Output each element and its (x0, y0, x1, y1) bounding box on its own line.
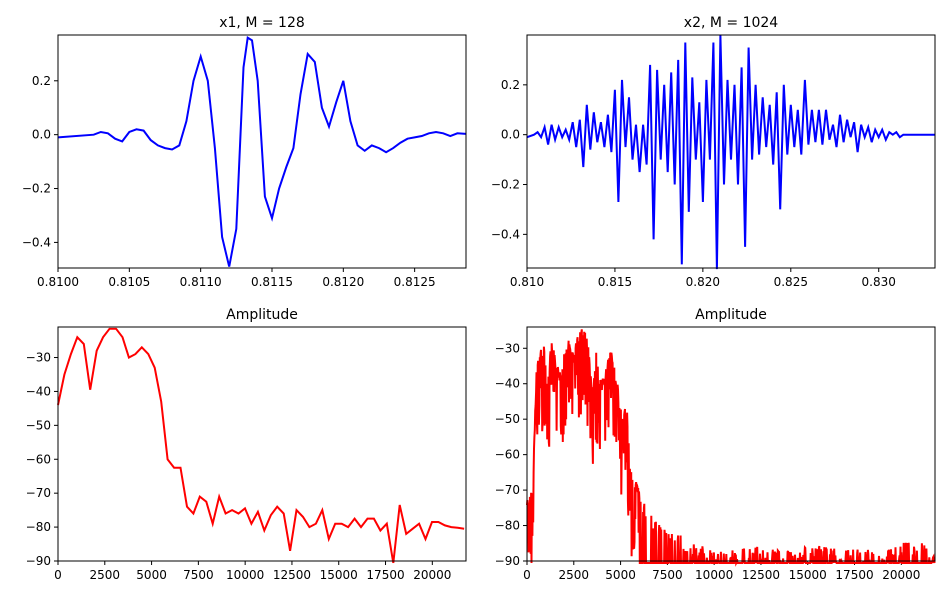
axes-frame-x2 (526, 34, 936, 269)
x-tick-label-x2: 0.830 (862, 275, 896, 289)
x-tick-label-amplitude-1: 17500 (366, 568, 404, 582)
x-tick-label-x1: 0.8105 (108, 275, 150, 289)
ticks-amplitude-1: 0 2500 5000 7500 10000 12500 15000 17500 20000 −3… (26, 351, 452, 582)
x-tick-label-amplitude-2: 12500 (742, 568, 780, 582)
chart-amplitude-2: Amplitude 0 2500 5000 7500 10000 12500 15000 17… (495, 307, 935, 582)
y-tick-label-amplitude-1: −40 (26, 384, 51, 398)
x-tick-label-amplitude-1: 12500 (273, 568, 311, 582)
x-tick-label-amplitude-2: 17500 (835, 568, 873, 582)
y-tick-label-amplitude-1: −60 (26, 452, 51, 466)
x-tick-label-amplitude-1: 2500 (90, 568, 121, 582)
x-tick-label-amplitude-1: 15000 (320, 568, 358, 582)
chart-x2: x2, M = 1024 0.810 0.815 0.820 0.825 0.8300.… (491, 15, 936, 289)
chart-title-amplitude-2: Amplitude (695, 307, 767, 323)
x-tick-label-amplitude-1: 5000 (136, 568, 167, 582)
x-tick-label-x1: 0.8100 (37, 275, 79, 289)
x-tick-label-x2: 0.820 (686, 275, 720, 289)
axes-frame-x1 (57, 34, 467, 269)
y-tick-label-amplitude-2: −50 (495, 412, 520, 426)
y-tick-label-amplitude-2: −90 (495, 554, 520, 568)
chart-title-x2: x2, M = 1024 (684, 15, 779, 31)
x-tick-label-x2: 0.810 (510, 275, 544, 289)
y-tick-label-amplitude-1: −30 (26, 351, 51, 365)
x-tick-label-x1: 0.8110 (180, 275, 222, 289)
y-tick-label-x2: 0.2 (501, 78, 520, 92)
y-tick-label-amplitude-2: −70 (495, 483, 520, 497)
y-tick-label-x1: 0.2 (32, 74, 51, 88)
series-line-amplitude-1 (58, 329, 464, 563)
y-tick-label-x1: −0.2 (22, 182, 51, 196)
y-tick-label-amplitude-2: −60 (495, 448, 520, 462)
series-line-amplitude-2 (527, 329, 935, 563)
x-tick-label-x1: 0.8120 (322, 275, 364, 289)
x-tick-label-x1: 0.8125 (394, 275, 436, 289)
y-tick-label-x1: 0.0 (32, 128, 51, 142)
chart-title-x1: x1, M = 128 (219, 15, 305, 31)
x-tick-label-amplitude-2: 5000 (605, 568, 636, 582)
x-tick-label-x1: 0.8115 (251, 275, 293, 289)
axes-frame-amplitude-1 (57, 326, 467, 562)
chart-title-amplitude-1: Amplitude (226, 307, 298, 323)
x-tick-label-amplitude-2: 7500 (652, 568, 683, 582)
y-tick-label-amplitude-2: −30 (495, 341, 520, 355)
x-tick-label-amplitude-1: 20000 (413, 568, 451, 582)
x-tick-label-amplitude-1: 10000 (226, 568, 264, 582)
x-tick-label-amplitude-2: 15000 (789, 568, 827, 582)
chart-x1: x1, M = 128 0.8100 0.8105 0.8110 0.8115 0.81… (22, 15, 467, 289)
y-tick-label-x2: −0.2 (491, 178, 520, 192)
y-tick-label-amplitude-1: −70 (26, 486, 51, 500)
ticks-amplitude-2: 0 2500 5000 7500 10000 12500 15000 17500 20000 −3… (495, 341, 921, 582)
y-tick-label-x2: 0.0 (501, 128, 520, 142)
axes-frame-amplitude-2 (526, 326, 936, 562)
x-tick-label-amplitude-1: 0 (54, 568, 62, 582)
y-tick-label-amplitude-1: −80 (26, 520, 51, 534)
x-tick-label-amplitude-1: 7500 (183, 568, 214, 582)
series-line-x2 (527, 35, 935, 269)
y-tick-label-amplitude-2: −80 (495, 519, 520, 533)
series-line-x1 (58, 38, 466, 267)
x-tick-label-amplitude-2: 2500 (559, 568, 590, 582)
x-tick-label-x2: 0.815 (598, 275, 632, 289)
y-tick-label-amplitude-1: −50 (26, 418, 51, 432)
y-tick-label-x2: −0.4 (491, 227, 520, 241)
y-tick-label-x1: −0.4 (22, 235, 51, 249)
x-tick-label-x2: 0.825 (774, 275, 808, 289)
y-tick-label-amplitude-2: −40 (495, 377, 520, 391)
ticks-x2: 0.810 0.815 0.820 0.825 0.830 0.2 0.0 −0.2 −0.4 (491, 78, 896, 289)
x-tick-label-amplitude-2: 20000 (882, 568, 920, 582)
ticks-x1: 0.8100 0.8105 0.8110 0.8115 0.8120 0.8125 0.2 0… (22, 74, 436, 289)
x-tick-label-amplitude-2: 0 (523, 568, 531, 582)
x-tick-label-amplitude-2: 10000 (695, 568, 733, 582)
chart-amplitude-1: Amplitude 0 2500 5000 7500 10000 12500 15000 17… (26, 307, 467, 582)
y-tick-label-amplitude-1: −90 (26, 554, 51, 568)
